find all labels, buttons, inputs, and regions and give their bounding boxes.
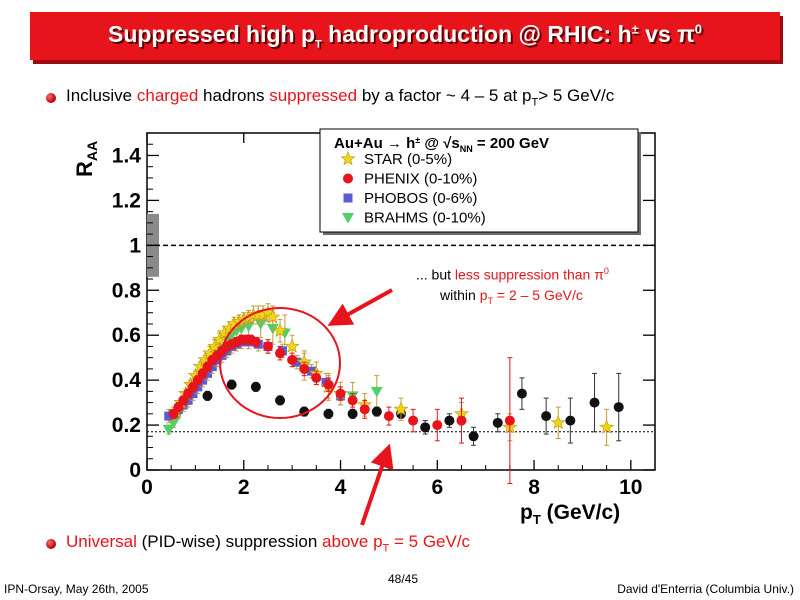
legend-marker <box>342 213 354 224</box>
data-point <box>408 415 419 426</box>
chart-series <box>162 303 624 484</box>
y-tick-label: 1.2 <box>112 189 141 212</box>
x-tick-label: 2 <box>238 476 250 499</box>
bullet-text-1: Inclusive charged hadrons suppressed by … <box>66 86 615 109</box>
data-point <box>393 401 409 416</box>
data-point <box>254 319 267 330</box>
data-point <box>468 431 479 442</box>
data-point <box>287 354 298 365</box>
data-point <box>335 388 346 399</box>
y-tick-label: 1.4 <box>112 144 142 167</box>
legend-label: BRAHMS (0-10%) <box>364 210 486 227</box>
data-point <box>250 336 261 347</box>
data-point <box>432 420 443 431</box>
annotation-line-2: within pT = 2 – 5 GeV/c <box>440 287 583 306</box>
y-tick-label: 0.8 <box>112 279 142 302</box>
legend-marker <box>343 173 353 184</box>
legend-marker <box>340 151 356 166</box>
data-point <box>167 418 180 429</box>
data-point <box>504 415 515 426</box>
data-point <box>299 363 310 374</box>
data-point <box>323 408 334 419</box>
data-point <box>599 419 615 434</box>
data-point <box>359 404 370 415</box>
data-point <box>311 372 322 383</box>
y-tick-label: 0.2 <box>112 414 141 437</box>
data-point <box>456 415 467 426</box>
annotation-line-1: ... but less suppression than π0 <box>416 266 609 283</box>
data-point <box>292 357 302 367</box>
legend-header: Au+Au → h± @ √sNN = 200 GeV <box>334 135 549 154</box>
bottom-arrow <box>360 443 394 526</box>
x-tick-label: 8 <box>528 476 540 499</box>
footer-author: David d'Enterria (Columbia Univ.) <box>617 582 794 596</box>
footer-page-number: 48/45 <box>388 572 419 586</box>
annotation-arrow <box>327 288 393 326</box>
data-point <box>323 379 334 390</box>
data-point <box>226 379 237 390</box>
data-point <box>420 422 431 433</box>
data-point <box>164 411 174 421</box>
highlight-ellipse <box>219 307 341 419</box>
slide-title: Suppressed high pT hadroproduction @ RHI… <box>107 21 703 51</box>
data-point <box>275 395 286 406</box>
data-point <box>541 411 552 422</box>
slide-title-bar: Suppressed high pT hadroproduction @ RHI… <box>30 12 780 60</box>
data-point <box>202 390 213 401</box>
data-point <box>265 309 281 324</box>
legend-label: PHENIX (0-10%) <box>364 171 477 188</box>
legend-box <box>319 128 639 233</box>
data-point <box>262 341 273 352</box>
data-point <box>613 402 624 413</box>
y-tick-label: 1 <box>129 234 141 257</box>
x-tick-label: 10 <box>619 476 642 499</box>
data-point <box>516 388 527 399</box>
y-axis-title: RAA <box>72 141 100 177</box>
x-axis-title: pT (GeV/c) <box>520 501 620 527</box>
y-tick-label: 0.4 <box>112 369 142 392</box>
data-point <box>565 415 576 426</box>
data-point <box>444 415 455 426</box>
data-point <box>589 397 600 408</box>
x-tick-label: 6 <box>431 476 443 499</box>
x-tick-label: 4 <box>335 476 347 499</box>
data-point <box>250 381 261 392</box>
legend-label: STAR (0-5%) <box>364 151 452 168</box>
data-point <box>371 406 382 417</box>
legend-label: PHOBOS (0-6%) <box>364 190 477 207</box>
bullet-icon <box>46 93 56 103</box>
data-point <box>550 414 566 430</box>
data-point <box>266 323 279 335</box>
data-point <box>347 408 358 419</box>
legend-marker <box>343 193 353 203</box>
data-series <box>202 372 624 446</box>
data-point <box>272 322 288 338</box>
x-tick-label: 0 <box>141 476 153 499</box>
y-tick-label: 0 <box>129 459 141 482</box>
data-point <box>347 395 358 406</box>
bullet-icon <box>46 539 56 549</box>
data-point <box>284 338 300 353</box>
footer-venue: IPN-Orsay, May 26th, 2005 <box>4 582 149 596</box>
data-point <box>275 348 286 359</box>
data-point <box>370 386 383 398</box>
data-point <box>383 411 394 422</box>
y-tick-label: 0.6 <box>112 324 141 347</box>
chart-annotations <box>219 288 394 526</box>
bullet-text-2: Universal (PID-wise) suppression above p… <box>66 532 471 555</box>
data-point <box>492 417 503 428</box>
